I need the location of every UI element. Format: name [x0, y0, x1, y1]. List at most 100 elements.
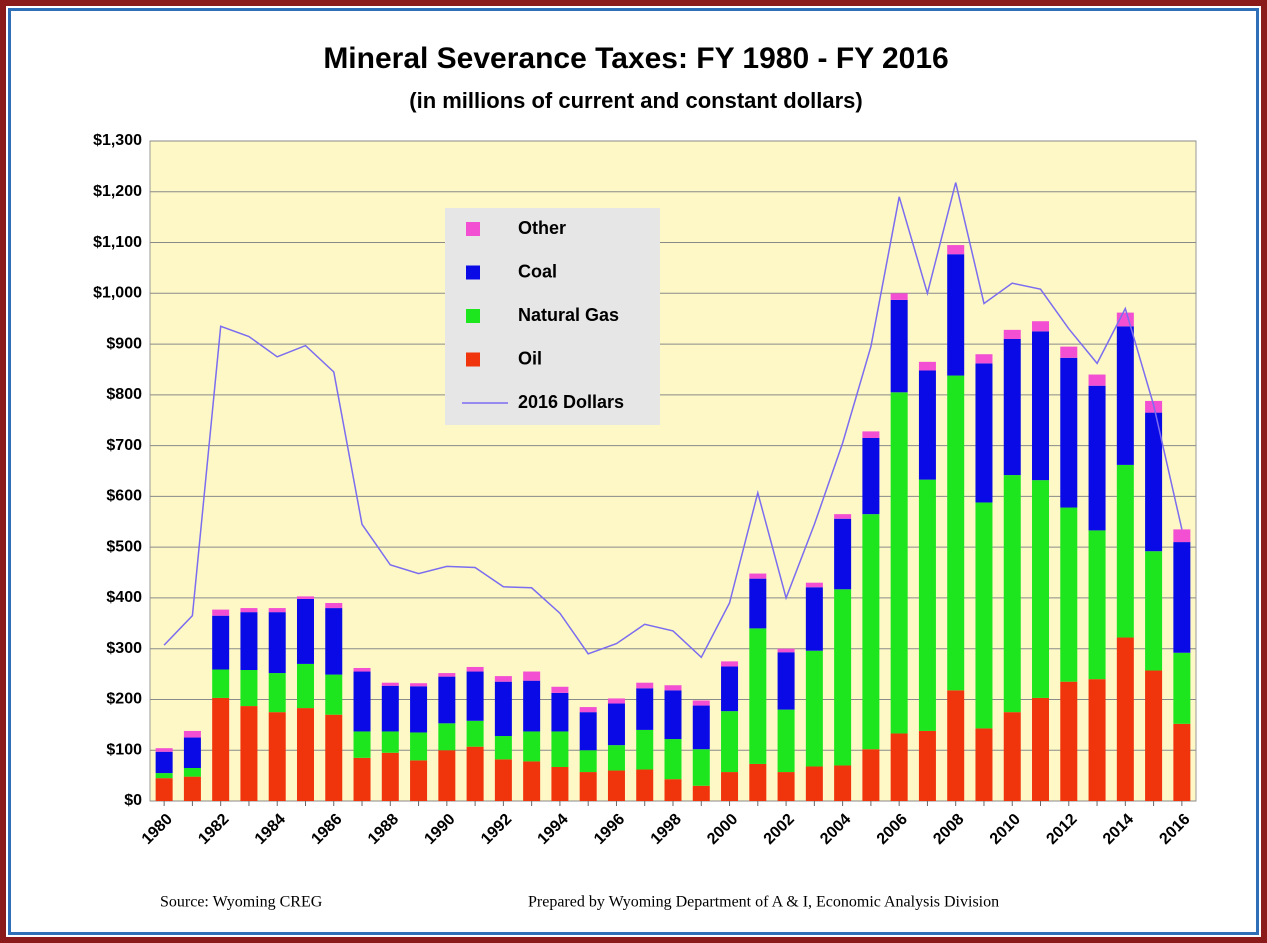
bar-segment: [296, 663, 314, 709]
x-tick-label: 1996: [591, 811, 628, 848]
x-tick-label: 1986: [308, 811, 345, 848]
bar-segment: [749, 763, 767, 801]
bar-segment: [579, 750, 597, 773]
y-tick-label: $0: [124, 792, 142, 809]
bar-segment: [155, 778, 173, 801]
bar-segment: [975, 363, 993, 503]
bar-segment: [664, 690, 682, 740]
bar-segment: [890, 733, 908, 801]
y-tick-label: $500: [106, 538, 142, 555]
bar-segment: [918, 370, 936, 480]
legend-label: Coal: [518, 261, 557, 281]
bar-segment: [494, 681, 512, 737]
bar-segment: [636, 729, 654, 770]
bar-segment: [1060, 357, 1078, 508]
bar-segment: [325, 714, 343, 801]
bar-segment: [805, 587, 823, 651]
bar-segment: [947, 254, 965, 376]
bar-segment: [155, 751, 173, 774]
bar-segment: [918, 730, 936, 801]
bar-segment: [805, 650, 823, 767]
bar-segment: [664, 779, 682, 801]
y-tick-label: $1,200: [93, 183, 142, 200]
bar-segment: [721, 666, 739, 712]
bar-segment: [551, 692, 569, 732]
y-tick-label: $800: [106, 386, 142, 403]
bar-segment: [212, 609, 230, 616]
legend-swatch: [466, 309, 480, 323]
bar-segment: [466, 671, 484, 721]
bar-segment: [1145, 551, 1163, 671]
bar-segment: [1032, 697, 1050, 801]
bar-segment: [692, 705, 710, 750]
bar-segment: [947, 245, 965, 255]
bar-segment: [268, 673, 286, 713]
bar-segment: [1003, 712, 1021, 801]
x-tick-label: 2004: [817, 811, 854, 848]
bar-segment: [777, 648, 795, 653]
x-tick-label: 2008: [930, 811, 967, 848]
bar-segment: [1003, 329, 1021, 339]
bar-segment: [381, 682, 399, 686]
bar-segment: [438, 750, 456, 801]
source-note: Source: Wyoming CREG: [160, 894, 323, 911]
bar-segment: [777, 772, 795, 801]
bar-segment: [1088, 530, 1106, 680]
bar-segment: [1173, 542, 1191, 653]
bar-segment: [1060, 346, 1078, 358]
bar-segment: [1032, 480, 1050, 698]
x-tick-label: 1990: [421, 811, 458, 848]
bar-segment: [523, 761, 541, 801]
bar-segment: [607, 698, 625, 704]
bar-segment: [183, 737, 201, 768]
x-tick-label: 2002: [761, 811, 798, 848]
x-tick-label: 2014: [1100, 811, 1137, 848]
bar-segment: [183, 776, 201, 801]
bar-segment: [296, 596, 314, 599]
bar-segment: [777, 652, 795, 710]
bar-segment: [947, 375, 965, 691]
y-tick-label: $1,000: [93, 285, 142, 302]
bar-segment: [862, 438, 880, 515]
bar-segment: [438, 676, 456, 724]
bar-segment: [1032, 331, 1050, 481]
bar-segment: [1116, 326, 1134, 465]
legend: Other Coal Natural Gas Oil 2016 Dollars: [445, 208, 660, 425]
bar-segment: [240, 670, 258, 707]
bar-segment: [890, 392, 908, 734]
bar-segment: [494, 736, 512, 760]
bar-segment: [721, 772, 739, 801]
bar-segment: [410, 732, 428, 761]
bar-segment: [862, 431, 880, 438]
x-tick-label: 2006: [874, 811, 911, 848]
bar-segment: [1003, 339, 1021, 476]
bar-segment: [296, 598, 314, 664]
bar-segment: [410, 683, 428, 687]
bar-segment: [523, 680, 541, 732]
bar-segment: [183, 730, 201, 738]
bar-segment: [410, 686, 428, 733]
bar-segment: [155, 748, 173, 752]
bar-segment: [494, 759, 512, 801]
bar-segment: [523, 671, 541, 681]
bar-segment: [777, 709, 795, 773]
bar-segment: [523, 731, 541, 762]
bar-segment: [212, 697, 230, 801]
bar-segment: [381, 752, 399, 801]
x-tick-label: 2010: [987, 811, 1024, 848]
bar-segment: [664, 739, 682, 780]
x-tick-label: 1998: [648, 811, 685, 848]
bar-segment: [692, 785, 710, 801]
x-tick-label: 2000: [704, 811, 741, 848]
bar-segment: [381, 685, 399, 732]
bar-segment: [353, 667, 371, 672]
bar-segment: [1116, 464, 1134, 638]
legend-label: Other: [518, 218, 566, 238]
credit-note: Prepared by Wyoming Department of A & I,…: [528, 894, 999, 911]
bar-segment: [1145, 670, 1163, 801]
bar-segment: [918, 361, 936, 371]
bar-segment: [1145, 412, 1163, 552]
x-tick-label: 1982: [195, 811, 232, 848]
bar-segment: [607, 745, 625, 771]
